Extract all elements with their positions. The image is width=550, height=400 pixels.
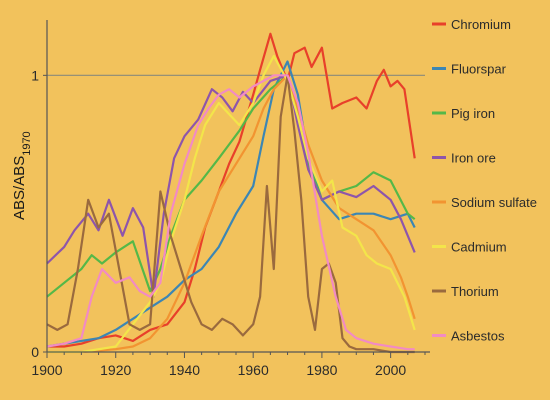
legend-label-asbestos: Asbestos xyxy=(451,329,505,344)
legend-label-thorium: Thorium xyxy=(451,284,499,299)
series-line-asbestos xyxy=(46,74,415,351)
legend-label-fluorspar: Fluorspar xyxy=(451,62,507,77)
x-tick-label: 1900 xyxy=(31,362,62,378)
y-axis-title-main: ABS/ABS xyxy=(11,156,28,220)
legend: Chromium Fluorspar Pig iron Iron ore Sodium … xyxy=(432,17,537,344)
legend-label-iron-ore: Iron ore xyxy=(451,151,496,166)
series-line-sodium-sulfate xyxy=(47,74,416,354)
legend-label-sodium-sulfate: Sodium sulfate xyxy=(451,195,537,210)
legend-label-pig-iron: Pig iron xyxy=(451,106,495,121)
x-tick-label: 1940 xyxy=(169,362,200,378)
series-line-iron-ore xyxy=(46,74,416,298)
y-axis-title-subscript: 1970 xyxy=(21,131,33,155)
x-tick-label: 2000 xyxy=(375,362,406,378)
legend-label-cadmium: Cadmium xyxy=(451,240,507,255)
y-tick-label: 1 xyxy=(31,67,39,83)
y-tick-label: 0 xyxy=(31,344,39,360)
x-tick-label: 1980 xyxy=(306,362,337,378)
axes: 1900 1920 1940 1960 1980 2000 0 1 xyxy=(31,20,430,378)
series-line-chromium xyxy=(47,32,416,348)
series-line-cadmium xyxy=(47,54,416,354)
series-line-pig-iron xyxy=(46,74,416,298)
series-line-fluorspar xyxy=(46,60,416,348)
legend-label-chromium: Chromium xyxy=(451,17,511,32)
series-lines xyxy=(46,32,416,354)
x-tick-label: 1960 xyxy=(238,362,269,378)
y-axis-title: ABS/ABS1970 xyxy=(11,131,33,220)
x-tick-label: 1920 xyxy=(100,362,131,378)
